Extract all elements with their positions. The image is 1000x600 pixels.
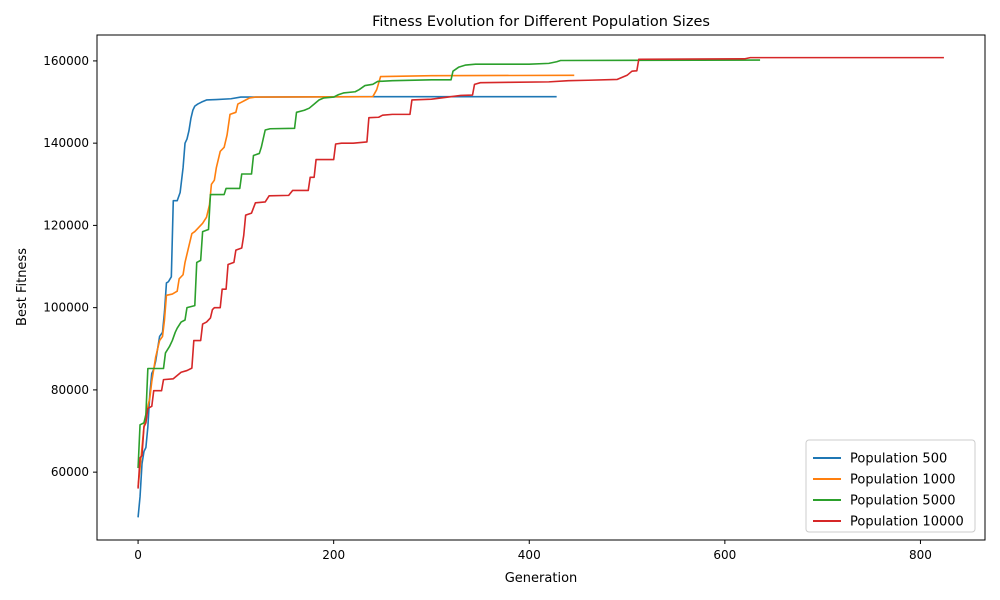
y-tick-label: 120000 [43, 218, 89, 232]
series-line-1 [137, 95, 557, 518]
x-tick-label: 0 [134, 548, 142, 562]
x-axis-label: Generation [505, 571, 578, 586]
legend-box [805, 439, 976, 533]
y-tick-label: 60000 [51, 465, 89, 479]
x-tick-label: 800 [909, 548, 932, 562]
series-line-3 [137, 59, 761, 469]
series-group [137, 56, 944, 518]
y-axis-ticks: 60000 80000 100000 120000 140000 160000 [43, 54, 97, 479]
chart-title: Fitness Evolution for Different Populati… [372, 14, 710, 30]
legend-label-4: Population 10000 [850, 515, 964, 530]
legend-label-2: Population 1000 [850, 473, 956, 488]
x-tick-label: 200 [322, 548, 345, 562]
legend-label-1: Population 500 [850, 452, 947, 467]
x-tick-label: 600 [713, 548, 736, 562]
y-tick-label: 140000 [43, 136, 89, 150]
legend: Population 500 Population 1000 Population … [805, 439, 976, 533]
series-line-2 [137, 74, 575, 487]
x-tick-label: 400 [518, 548, 541, 562]
y-tick-label: 160000 [43, 54, 89, 68]
x-axis-ticks: 0 200 400 600 800 [134, 540, 932, 562]
legend-label-3: Population 5000 [850, 494, 956, 509]
y-axis-label: Best Fitness [15, 248, 30, 326]
y-tick-label: 80000 [51, 383, 89, 397]
series-line-4 [137, 56, 944, 489]
plot-frame [96, 34, 986, 541]
y-tick-label: 100000 [43, 301, 89, 315]
